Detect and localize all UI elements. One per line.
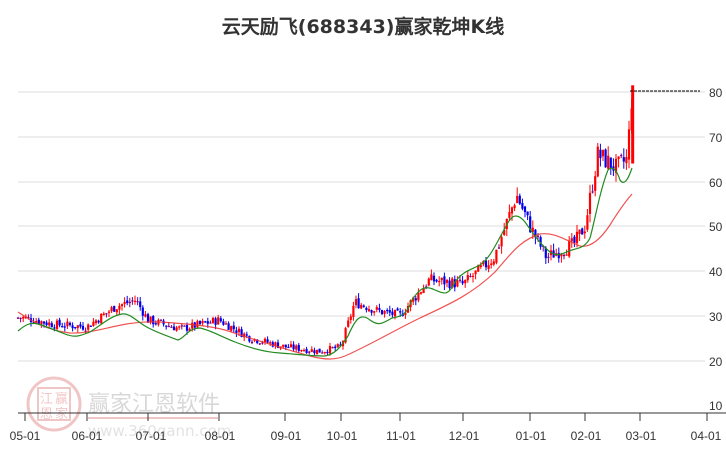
svg-text:江: 江 [40,392,53,407]
x-tick-label: 07-01 [136,429,167,443]
y-axis: 80 70 60 50 40 30 20 10 [709,86,723,413]
y-tick-label: 60 [709,176,723,190]
y-tick-label: 50 [709,220,723,234]
y-tick-label: 80 [709,86,723,100]
svg-text:赢: 赢 [55,391,68,407]
svg-text:家: 家 [55,406,68,422]
y-tick-label: 20 [709,355,723,369]
y-tick-label: 70 [709,131,723,145]
x-tick-label: 10-01 [327,429,358,443]
x-tick-label: 06-01 [72,429,103,443]
svg-text:www.360gann.com: www.360gann.com [88,422,231,440]
watermark: 江 赢 恩 家 赢家江恩软件 www.360gann.com [26,376,231,440]
ma-long-line [17,193,633,360]
x-tick-label: 08-01 [205,429,236,443]
x-tick-label: 09-01 [271,429,302,443]
x-tick-label: 12-01 [449,429,480,443]
x-tick-label: 11-01 [386,429,416,443]
x-axis: 05-01 06-01 07-01 08-01 09-01 10-01 11-0… [10,412,726,443]
chart-title: 云天励飞(688343)赢家乾坤K线 [221,16,505,38]
y-tick-label: 10 [709,399,723,413]
gridlines [18,91,705,362]
y-tick-label: 30 [709,310,723,324]
x-tick-label: 01-01 [516,429,547,443]
x-tick-label: 04-01 [691,429,722,443]
svg-text:恩: 恩 [40,407,53,422]
x-tick-label: 05-01 [10,429,41,443]
ma-short-line [17,167,633,357]
candlestick-series [16,85,635,357]
x-tick-label: 02-01 [571,429,602,443]
x-tick-label: 03-01 [626,429,657,443]
y-tick-label: 40 [709,265,723,279]
